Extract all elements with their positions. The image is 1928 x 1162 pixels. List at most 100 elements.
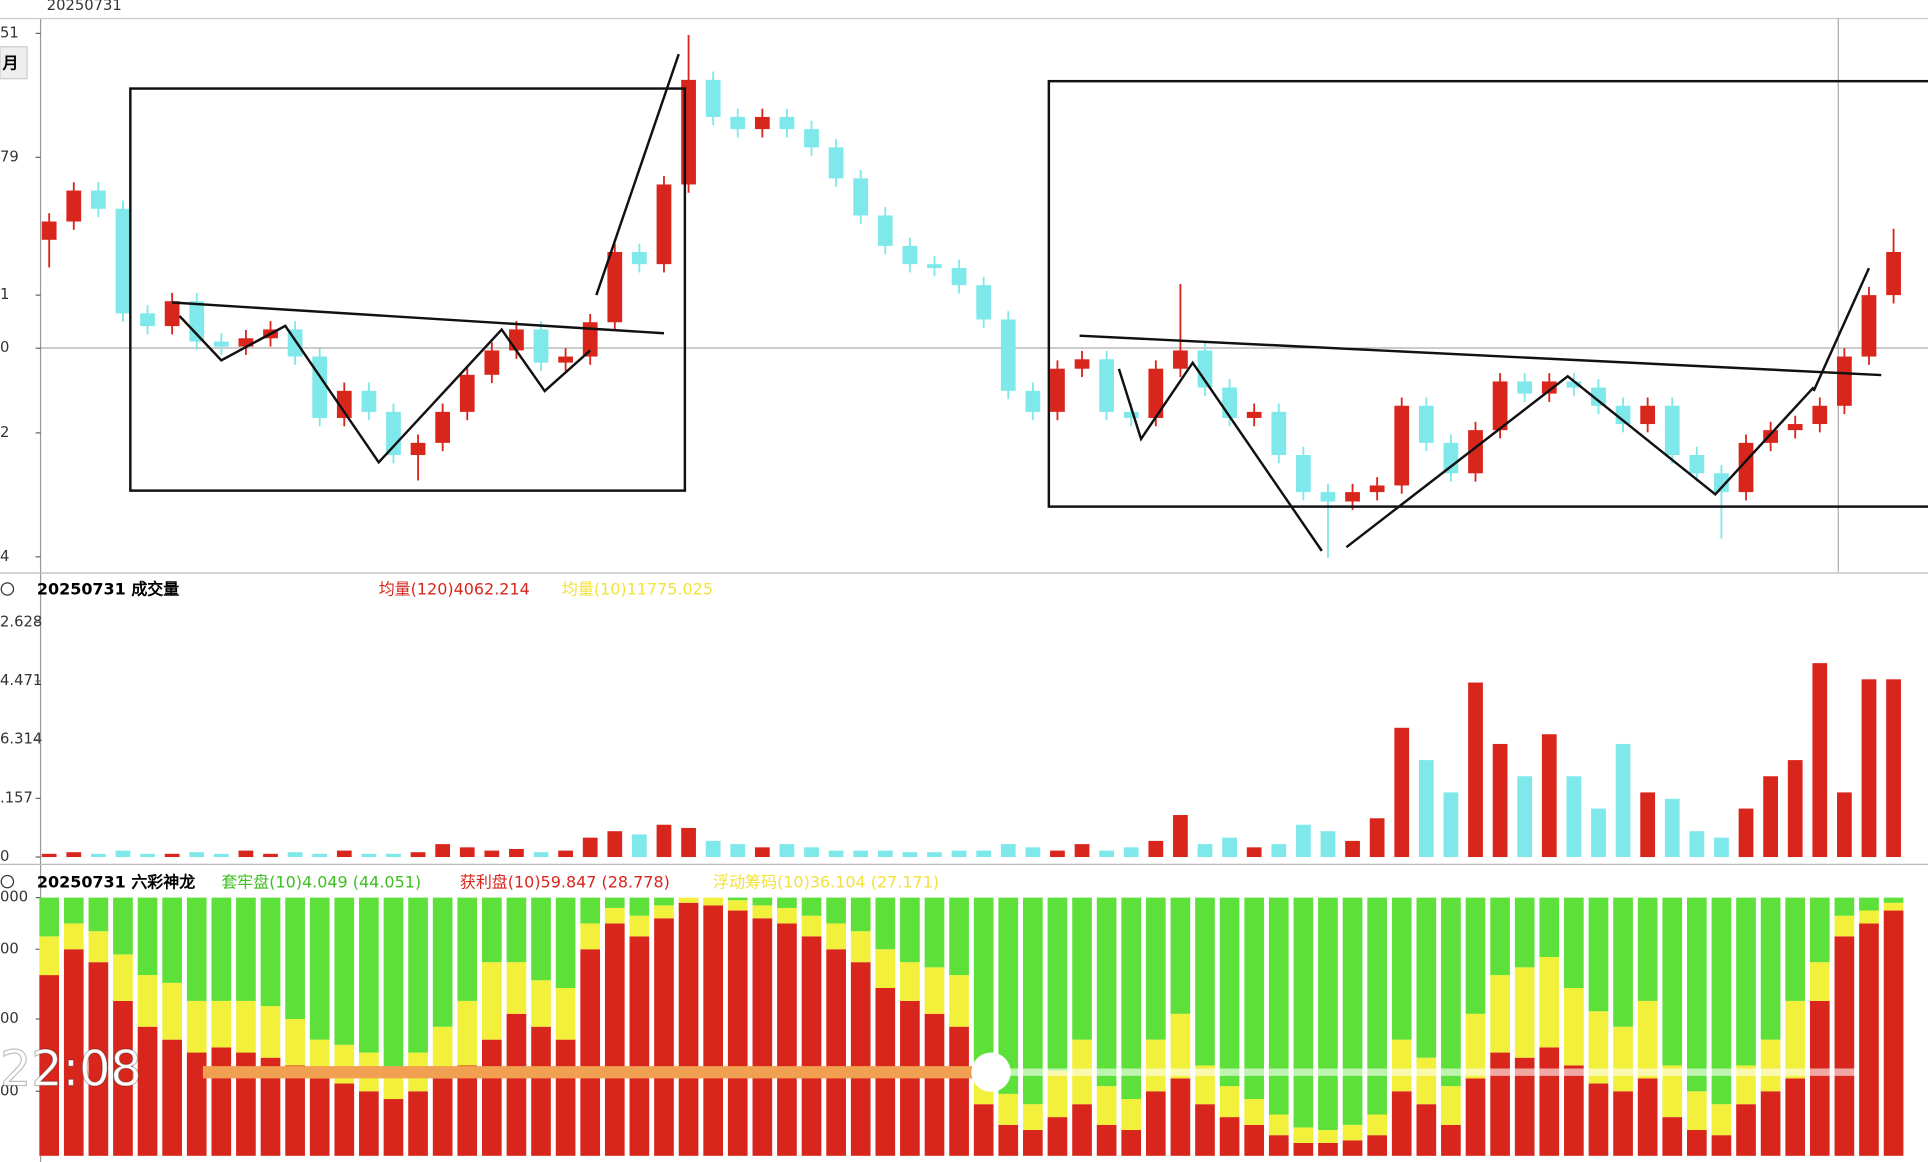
candle-body <box>164 301 180 327</box>
stack-segment <box>1293 1127 1314 1143</box>
candle-body <box>238 338 254 347</box>
stack-segment <box>1785 1078 1806 1156</box>
stack-segment <box>39 936 60 976</box>
candle-body <box>435 411 451 443</box>
stack-segment <box>211 1000 232 1048</box>
stack-segment <box>1613 1026 1633 1092</box>
candle-body <box>1050 368 1065 412</box>
candle-body <box>1443 442 1459 474</box>
stack-segment <box>1613 897 1633 1027</box>
stack-segment <box>727 897 748 901</box>
volume-bar <box>1541 734 1557 858</box>
candle-body <box>1664 405 1680 456</box>
stack-segment <box>211 1047 232 1156</box>
stack-segment <box>801 897 822 916</box>
stack-segment <box>1760 1091 1781 1156</box>
volume-bar <box>1173 815 1188 858</box>
stack-segment <box>1145 1039 1166 1092</box>
period-button[interactable] <box>0 46 28 80</box>
volume-bar <box>1025 847 1041 858</box>
volume-bar <box>754 847 770 858</box>
stack-segment <box>1637 1078 1658 1156</box>
candle-body <box>754 116 770 130</box>
stack-segment <box>703 905 723 1156</box>
stack-segment <box>1096 1124 1117 1156</box>
stack-segment <box>1613 1091 1633 1156</box>
stack-segment <box>1736 1104 1756 1156</box>
volume-bar <box>386 853 401 858</box>
stack-segment <box>580 949 601 1156</box>
stack-segment <box>260 897 281 1007</box>
candle-body <box>779 116 795 130</box>
volume-bar <box>238 850 254 858</box>
stack-segment <box>186 1052 207 1156</box>
stack-segment <box>1318 1130 1338 1143</box>
volume-bar <box>804 847 819 858</box>
volume-bar <box>902 852 918 858</box>
stack-segment <box>1834 915 1855 937</box>
stack-segment <box>1809 1000 1830 1156</box>
volume-bar <box>1738 808 1754 858</box>
volume-bar <box>90 853 106 858</box>
stack-segment <box>1760 1039 1781 1092</box>
volume-bar <box>41 853 57 858</box>
volume-legend: 均量(120)4062.214 <box>379 580 530 599</box>
stack-segment <box>1367 897 1387 1115</box>
stack-segment <box>1170 1013 1191 1079</box>
volume-bar <box>361 853 377 858</box>
candle-body <box>558 356 573 363</box>
stack-segment <box>752 918 773 1156</box>
stack-segment <box>654 905 674 919</box>
candle-body <box>1123 411 1139 418</box>
stack-segment <box>555 987 576 1040</box>
stack-segment <box>850 962 871 1156</box>
volume-bar <box>533 852 549 858</box>
period-label: 月 <box>1 53 18 72</box>
candle-body <box>1173 350 1188 369</box>
progress-knob[interactable] <box>971 1052 1011 1092</box>
candle-body <box>533 329 549 363</box>
stack-segment <box>506 1013 527 1156</box>
stack-segment <box>1687 1130 1707 1156</box>
stack-segment <box>285 897 305 1019</box>
box <box>1047 79 1928 508</box>
candle-body <box>877 215 893 246</box>
stack-segment <box>1662 897 1683 1066</box>
candle-body <box>1566 381 1582 388</box>
close-icon[interactable] <box>0 874 15 889</box>
stack-segment <box>752 905 773 919</box>
volume-bar <box>927 852 942 858</box>
candle-body <box>1148 368 1164 418</box>
stack-segment <box>432 897 453 1027</box>
stack-segment <box>604 923 625 1156</box>
stack-segment <box>63 949 84 1156</box>
stack-segment <box>924 897 945 968</box>
candle-body <box>632 251 647 265</box>
volume-bar <box>115 850 131 858</box>
stack-segment <box>1367 1114 1387 1136</box>
stack-segment <box>1441 1124 1461 1156</box>
candle-body <box>1418 405 1434 443</box>
stack-segment <box>826 897 846 924</box>
volume-bar <box>1222 837 1237 858</box>
stack-segment <box>113 954 133 1001</box>
y-tick-label: 51 <box>0 24 19 41</box>
stack-segment <box>506 897 527 963</box>
stack-segment <box>604 907 625 924</box>
stack-segment <box>1514 967 1535 1058</box>
stack-segment <box>1441 1086 1461 1125</box>
stack-segment <box>1244 1124 1265 1156</box>
stack-segment <box>88 931 109 963</box>
stack-segment <box>1760 897 1781 1040</box>
candle-body <box>1640 405 1656 425</box>
y-tick-label: 1 <box>0 286 9 303</box>
candle-body <box>1861 295 1877 357</box>
stack-segment <box>1072 1104 1092 1156</box>
stack-segment <box>604 897 625 908</box>
stack-segment <box>531 980 551 1027</box>
volume-bar <box>1591 808 1606 858</box>
volume-bar <box>1615 743 1631 858</box>
close-icon[interactable] <box>0 582 15 596</box>
stack-segment <box>1441 897 1461 1087</box>
